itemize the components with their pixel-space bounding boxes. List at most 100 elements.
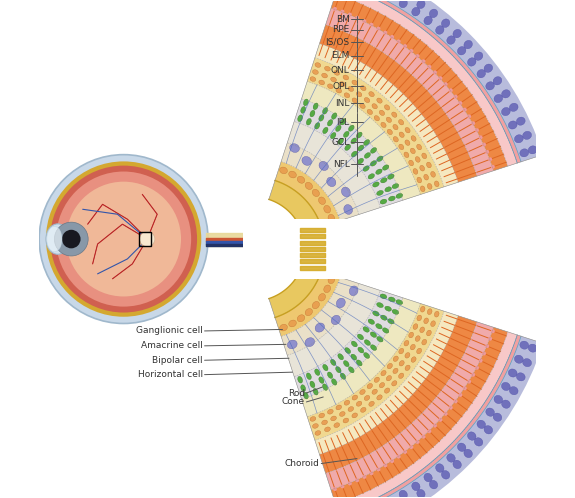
Ellipse shape <box>368 174 374 179</box>
Ellipse shape <box>458 443 466 452</box>
Ellipse shape <box>367 110 373 115</box>
Text: Amacrine cell: Amacrine cell <box>141 341 203 350</box>
Ellipse shape <box>389 196 395 201</box>
Ellipse shape <box>399 0 407 8</box>
Ellipse shape <box>392 184 398 189</box>
Ellipse shape <box>372 389 377 394</box>
Ellipse shape <box>375 324 382 329</box>
Ellipse shape <box>458 46 466 55</box>
Ellipse shape <box>396 193 402 198</box>
Ellipse shape <box>516 373 525 381</box>
Ellipse shape <box>388 319 394 324</box>
Ellipse shape <box>515 355 523 363</box>
Ellipse shape <box>304 99 308 106</box>
Circle shape <box>485 344 489 348</box>
Wedge shape <box>269 180 321 233</box>
Ellipse shape <box>404 152 409 157</box>
Wedge shape <box>320 25 477 182</box>
Ellipse shape <box>370 147 377 153</box>
Ellipse shape <box>324 285 331 293</box>
Ellipse shape <box>368 319 374 324</box>
Ellipse shape <box>336 88 342 93</box>
Ellipse shape <box>417 177 421 183</box>
Ellipse shape <box>396 300 402 305</box>
Wedge shape <box>315 311 458 455</box>
Ellipse shape <box>427 330 431 336</box>
Ellipse shape <box>290 144 300 152</box>
Ellipse shape <box>352 395 358 400</box>
Ellipse shape <box>409 332 413 338</box>
Ellipse shape <box>360 104 365 109</box>
Circle shape <box>444 82 448 86</box>
Ellipse shape <box>434 181 439 187</box>
Ellipse shape <box>336 367 341 373</box>
Circle shape <box>463 108 467 112</box>
Ellipse shape <box>501 108 510 116</box>
Ellipse shape <box>424 174 428 180</box>
Ellipse shape <box>528 344 537 352</box>
Ellipse shape <box>351 138 356 144</box>
Ellipse shape <box>523 131 531 139</box>
Text: ONL: ONL <box>331 66 350 75</box>
Ellipse shape <box>332 379 337 385</box>
Ellipse shape <box>310 110 315 117</box>
Text: Ganglionic cell: Ganglionic cell <box>136 327 203 336</box>
Ellipse shape <box>420 165 424 171</box>
Ellipse shape <box>380 294 387 299</box>
Circle shape <box>348 482 352 486</box>
Ellipse shape <box>420 306 425 312</box>
Ellipse shape <box>415 156 420 162</box>
Wedge shape <box>336 332 518 498</box>
Wedge shape <box>339 335 521 498</box>
Circle shape <box>416 440 420 444</box>
Circle shape <box>362 19 366 23</box>
Ellipse shape <box>392 380 397 386</box>
Ellipse shape <box>417 315 421 321</box>
Ellipse shape <box>493 413 502 421</box>
Wedge shape <box>315 43 458 187</box>
Ellipse shape <box>365 153 370 158</box>
Text: ELM: ELM <box>331 51 350 60</box>
Text: IS/OS: IS/OS <box>325 38 350 47</box>
Ellipse shape <box>338 354 343 360</box>
Ellipse shape <box>388 174 394 179</box>
Ellipse shape <box>336 125 341 131</box>
Ellipse shape <box>404 341 409 346</box>
Ellipse shape <box>453 29 461 38</box>
Ellipse shape <box>367 383 373 388</box>
Circle shape <box>50 166 197 313</box>
Ellipse shape <box>319 161 328 170</box>
Ellipse shape <box>501 382 510 390</box>
Ellipse shape <box>327 177 336 187</box>
Ellipse shape <box>377 395 382 400</box>
Bar <box>243 219 575 279</box>
Ellipse shape <box>373 311 379 316</box>
Ellipse shape <box>328 276 335 284</box>
Ellipse shape <box>331 315 340 325</box>
Ellipse shape <box>392 112 397 118</box>
Circle shape <box>384 31 388 35</box>
Ellipse shape <box>310 381 315 388</box>
Ellipse shape <box>312 424 319 428</box>
Ellipse shape <box>352 98 358 103</box>
Ellipse shape <box>393 136 398 142</box>
Ellipse shape <box>363 166 369 171</box>
Ellipse shape <box>340 373 346 379</box>
Ellipse shape <box>442 471 450 479</box>
Ellipse shape <box>312 301 320 309</box>
Ellipse shape <box>387 129 392 134</box>
Ellipse shape <box>377 156 383 161</box>
Circle shape <box>482 142 486 146</box>
Circle shape <box>362 475 366 479</box>
Ellipse shape <box>422 153 427 159</box>
Circle shape <box>39 155 208 324</box>
Ellipse shape <box>351 354 356 360</box>
Ellipse shape <box>315 123 320 129</box>
Ellipse shape <box>447 36 455 44</box>
Ellipse shape <box>310 77 316 81</box>
Ellipse shape <box>486 82 494 90</box>
Ellipse shape <box>411 135 416 141</box>
Circle shape <box>409 445 413 449</box>
Ellipse shape <box>385 187 392 192</box>
Ellipse shape <box>344 205 352 214</box>
